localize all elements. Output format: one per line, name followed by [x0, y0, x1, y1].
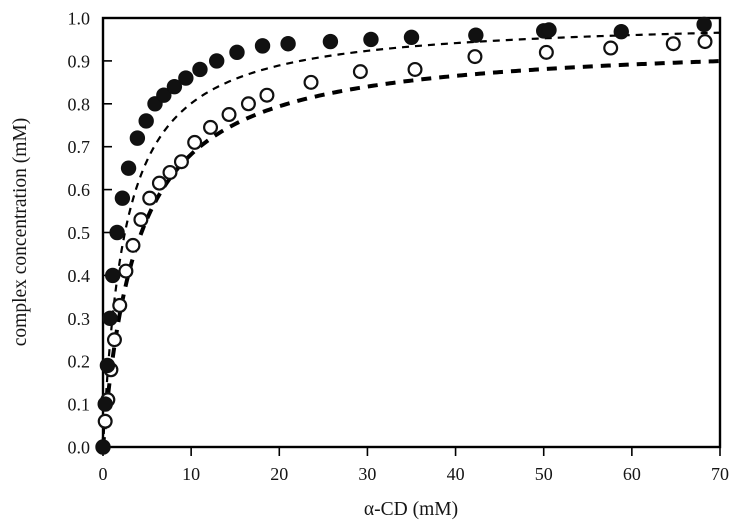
y-tick-label: 0.2	[68, 352, 91, 372]
y-tick-label: 0.4	[68, 266, 91, 286]
data-point-open	[173, 154, 189, 170]
x-tick-label: 10	[182, 464, 200, 484]
y-tick-label: 0.0	[68, 438, 91, 458]
y-tick-label: 1.0	[68, 9, 91, 29]
x-axis-title: α-CD (mM)	[364, 499, 458, 520]
data-point-open	[106, 332, 122, 348]
x-tick-label: 40	[447, 464, 465, 484]
data-point-filled	[192, 61, 208, 78]
data-point-filled	[209, 53, 225, 69]
data-point-filled	[129, 130, 146, 146]
data-point-filled	[114, 190, 131, 206]
data-point-filled	[99, 357, 116, 374]
data-point-open	[203, 119, 219, 135]
data-point-open	[221, 107, 237, 123]
data-point-filled	[613, 24, 629, 40]
data-point-open	[538, 44, 554, 60]
data-point-filled	[97, 396, 113, 412]
data-point-open	[97, 413, 113, 429]
data-point-filled	[102, 310, 118, 326]
series-filled-circles	[95, 16, 712, 455]
x-axis-ticks	[102, 447, 721, 456]
series-open-circles	[95, 34, 713, 455]
x-tick-label: 60	[623, 464, 641, 484]
data-point-filled	[156, 87, 172, 103]
data-point-filled	[229, 44, 245, 61]
data-point-open	[240, 96, 256, 112]
data-point-filled	[178, 70, 194, 86]
x-axis-tick-labels: 0 10 20 30 40 50 60 70	[99, 464, 730, 484]
data-point-filled	[254, 38, 271, 54]
data-point-filled	[95, 439, 111, 455]
data-point-open	[407, 61, 423, 77]
y-axis-tick-labels: 0.0 0.1 0.2 0.3 0.4 0.5 0.6 0.7 0.8 0.9 1.0	[68, 9, 91, 458]
data-point-filled	[541, 22, 557, 38]
data-point-open	[187, 134, 203, 150]
x-tick-label: 20	[270, 464, 288, 484]
y-tick-label: 0.3	[68, 309, 91, 329]
data-point-open	[151, 175, 167, 191]
data-point-open	[603, 40, 619, 56]
data-point-open	[697, 34, 713, 50]
data-point-open	[125, 237, 141, 253]
data-point-open	[303, 74, 319, 90]
data-point-filled	[280, 36, 296, 52]
y-tick-label: 0.1	[68, 395, 91, 415]
data-point-filled	[322, 33, 339, 50]
x-tick-label: 30	[358, 464, 376, 484]
x-tick-label: 0	[99, 464, 108, 484]
data-point-filled	[468, 27, 484, 43]
data-point-filled	[696, 16, 712, 33]
data-point-open	[142, 190, 158, 206]
y-tick-label: 0.6	[68, 180, 91, 200]
data-point-open	[112, 297, 128, 313]
x-tick-label: 50	[535, 464, 553, 484]
data-point-open	[467, 49, 483, 65]
y-tick-label: 0.7	[68, 137, 91, 157]
y-tick-label: 0.9	[68, 51, 91, 71]
data-point-open	[118, 263, 134, 279]
data-point-open	[162, 164, 178, 180]
data-point-filled	[363, 31, 379, 48]
data-point-filled	[120, 160, 137, 176]
data-point-filled	[109, 224, 125, 241]
data-point-filled	[138, 113, 154, 129]
data-point-open	[352, 64, 368, 80]
data-point-open	[665, 36, 681, 52]
y-tick-label: 0.5	[68, 223, 91, 243]
y-axis-title: complex concentration (mM)	[10, 118, 31, 347]
data-point-open	[259, 87, 275, 103]
fit-curve-open-circles	[101, 59, 721, 448]
fit-curve-filled-circles	[101, 31, 721, 448]
y-tick-label: 0.8	[68, 94, 91, 114]
data-point-filled	[105, 267, 121, 284]
data-point-filled	[166, 78, 183, 95]
x-tick-label: 70	[711, 464, 729, 484]
data-point-filled	[403, 29, 420, 46]
data-point-open	[133, 212, 149, 228]
